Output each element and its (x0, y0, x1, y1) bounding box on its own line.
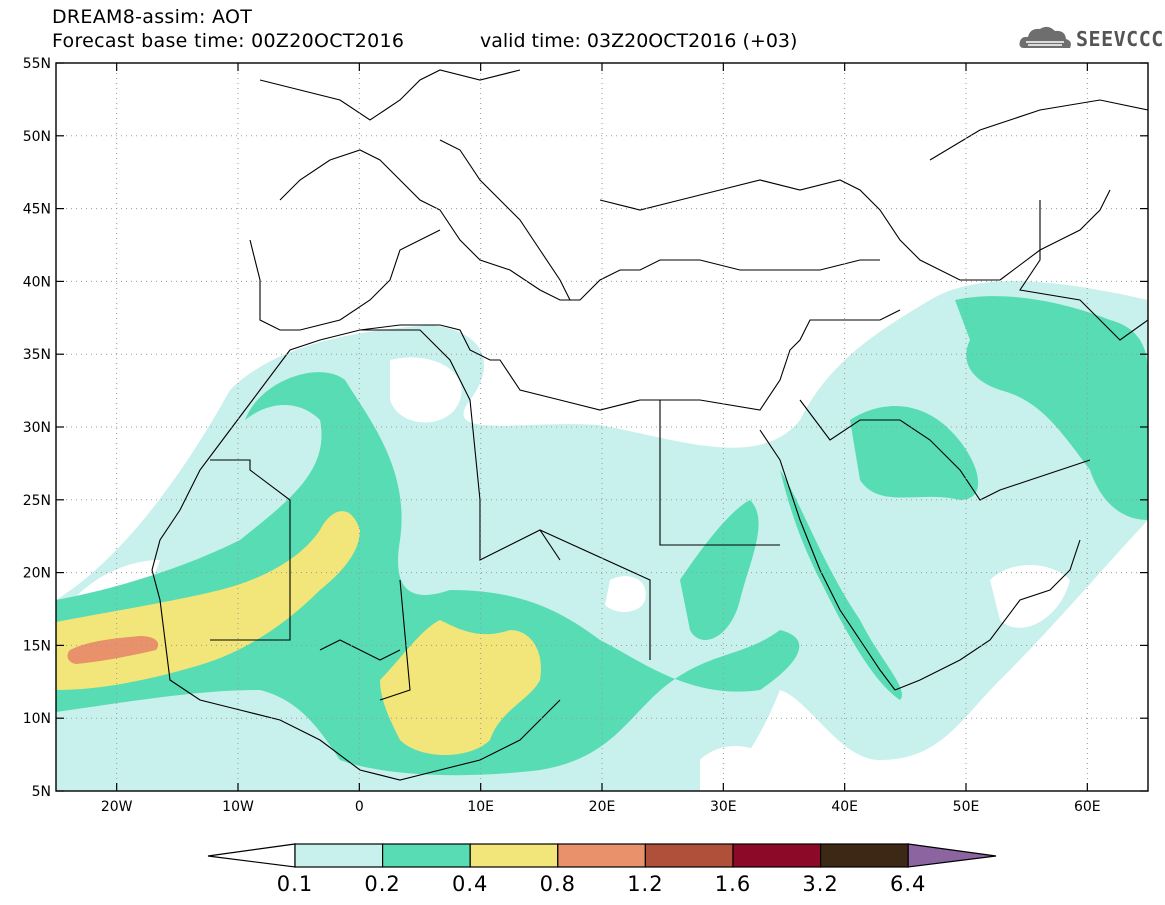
axis-ticks (56, 62, 1148, 792)
legend-label: 0.1 (276, 872, 314, 896)
aot-hole (605, 576, 646, 612)
aot-band-0-4 (380, 620, 541, 755)
cloud-icon (1019, 26, 1071, 48)
lat-tick-label: 35N (23, 347, 51, 363)
legend-label: 0.8 (539, 872, 576, 896)
aot-band-0-8 (67, 636, 159, 664)
lon-tick-label: 30E (710, 799, 737, 815)
lat-tick-label: 45N (23, 202, 51, 218)
seevccc-logo: SEEVCCC (1018, 22, 1163, 56)
aot-band-0-2 (680, 500, 759, 640)
map-title: DREAM8-assim: AOT (52, 6, 253, 28)
aot-band-0-2 (955, 296, 1148, 520)
colorbar-swatch-1-6 (732, 843, 822, 868)
lon-tick-label: 60E (1074, 799, 1101, 815)
logo-text: SEEVCCC (1076, 27, 1164, 51)
aot-band-0-2 (850, 406, 979, 500)
legend-label: 1.6 (714, 872, 752, 896)
colorbar-swatch-0-2 (382, 843, 471, 868)
lon-tick-label: 0 (355, 799, 364, 815)
aot-hole (390, 357, 462, 423)
legend-label: 0.2 (364, 872, 401, 896)
lon-tick-label: 10W (222, 799, 254, 815)
graticule (56, 63, 1148, 791)
legend-label: 1.2 (627, 872, 664, 896)
lat-tick-label: 20N (23, 566, 51, 582)
aot-band-0-2 (780, 470, 902, 700)
lat-tick-label: 55N (23, 56, 51, 72)
lon-tick-label: 40E (831, 799, 858, 815)
lat-tick-label: 10N (23, 711, 51, 727)
lat-tick-label: 5N (32, 784, 51, 800)
lon-tick-label: 50E (953, 799, 980, 815)
colorbar-under-arrow (207, 843, 296, 868)
aot-band-0-2 (56, 372, 800, 776)
legend-label: 0.4 (451, 872, 489, 896)
colorbar-swatch-0-8 (557, 843, 646, 868)
lat-tick-label: 50N (23, 129, 51, 145)
lat-tick-label: 25N (23, 493, 51, 509)
lat-axis: 55N 50N 45N 40N 35N 30N 25N 20N 15N 10N 5N (23, 56, 51, 800)
lon-axis: 20W 10W 0 10E 20E 30E 40E 50E 60E (101, 799, 1101, 815)
colorbar-swatch-1-2 (644, 843, 734, 868)
lon-tick-label: 20W (101, 799, 133, 815)
aot-hole (700, 746, 780, 791)
legend-label: 6.4 (889, 872, 927, 896)
lat-tick-label: 30N (23, 420, 51, 436)
aot-field (56, 281, 1148, 791)
base-time-label: Forecast base time: 00Z20OCT2016 (52, 30, 405, 52)
legend-label: 3.2 (802, 872, 839, 896)
colorbar-swatch-3-2 (819, 843, 909, 868)
coastlines (151, 69, 1148, 781)
lat-tick-label: 40N (23, 274, 51, 290)
colorbar (207, 843, 997, 868)
colorbar-swatch-0-1 (294, 843, 384, 868)
valid-time-label: valid time: 03Z20OCT2016 (+03) (480, 30, 798, 52)
colorbar-over-arrow (907, 843, 997, 868)
lon-tick-label: 10E (467, 799, 494, 815)
lat-tick-label: 15N (23, 638, 51, 654)
lon-tick-label: 20E (589, 799, 616, 815)
colorbar-swatch-0-4 (469, 843, 559, 868)
